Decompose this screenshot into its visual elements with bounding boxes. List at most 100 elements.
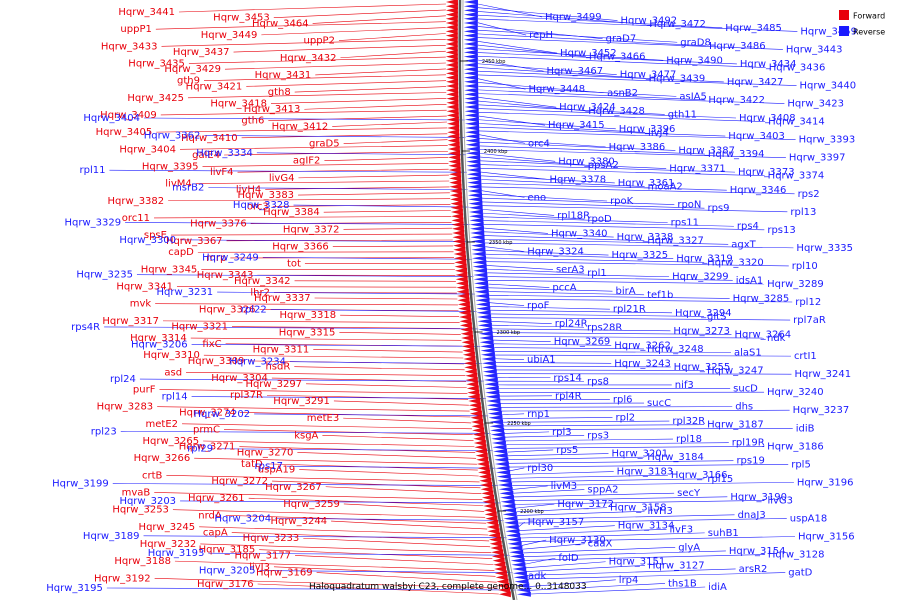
reverse-feature-arrow (470, 230, 485, 236)
reverse-connector (479, 145, 705, 155)
forward-gene-label: gth8 (268, 87, 291, 98)
forward-gene-label: Hqrw_3376 (190, 219, 247, 230)
forward-gene-label: capD (168, 247, 194, 258)
forward-connector (338, 33, 446, 41)
forward-feature-arrow (445, 15, 458, 22)
reverse-connector (518, 518, 787, 524)
reverse-gene-label: Hqrw_3424 (559, 102, 616, 113)
reverse-gene-label: graD8 (680, 37, 711, 48)
forward-connector (195, 180, 450, 184)
reverse-connector (286, 465, 496, 469)
reverse-gene-label: rpl30 (527, 463, 553, 474)
reverse-gene-label: Hqrw_3452 (560, 48, 617, 59)
reverse-gene-label: nif3 (675, 380, 694, 391)
forward-gene-label: livJ3 (249, 562, 270, 573)
forward-connector (156, 127, 448, 133)
reverse-connector (480, 175, 615, 184)
reverse-feature-arrow (491, 436, 506, 442)
reverse-connector (520, 532, 705, 539)
reverse-connector (521, 536, 796, 543)
reverse-connector (478, 111, 766, 122)
reverse-gene-label: Hqrw_3408 (739, 113, 796, 124)
reverse-gene-label: rps8 (587, 376, 609, 387)
forward-feature-arrow (482, 494, 495, 501)
reverse-connector (477, 52, 737, 65)
reverse-gene-label: rpl12 (795, 297, 821, 308)
reverse-feature-arrow (513, 574, 528, 580)
forward-gene-label: Hqrw_3413 (244, 104, 301, 115)
reverse-gene-label: rps4 (737, 221, 759, 232)
reverse-connector (489, 298, 793, 303)
forward-feature-arrow (446, 112, 459, 119)
forward-connector (343, 417, 472, 424)
reverse-gene-label: Hqrw_3373 (738, 167, 795, 178)
reverse-gene-label: ths1B (668, 578, 697, 589)
forward-gene-label: fixC (202, 339, 221, 350)
reverse-gene-label: rpl2 (615, 412, 635, 423)
reverse-connector (494, 347, 645, 350)
forward-connector (332, 245, 454, 247)
reverse-connector (526, 565, 645, 572)
forward-gene-label: Hqrw_3265 (143, 436, 200, 447)
reverse-gene-label: lrp4 (619, 575, 639, 586)
reverse-gene-label: rpl24R (555, 319, 588, 330)
reverse-feature-arrow (477, 322, 492, 328)
reverse-feature-arrow (463, 49, 478, 55)
reverse-connector (516, 507, 608, 513)
reverse-feature-arrow (474, 285, 489, 291)
forward-connector (294, 86, 447, 93)
forward-feature-arrow (462, 347, 475, 354)
forward-connector (154, 216, 452, 219)
forward-feature-arrow (460, 330, 473, 337)
reverse-gene-label: ubiA1 (527, 355, 556, 366)
reverse-gene-label: glyA (678, 542, 700, 553)
reverse-gene-label: Hqrw_3440 (800, 81, 857, 92)
forward-feature-arrow (445, 62, 458, 68)
reverse-connector (482, 205, 788, 213)
forward-connector (298, 174, 449, 179)
reverse-connector (501, 406, 733, 408)
reverse-gene-label: rps14 (553, 373, 581, 384)
forward-feature-arrow (497, 582, 510, 589)
reverse-feature-arrow (478, 327, 493, 333)
reverse-connector (492, 336, 765, 339)
forward-connector (202, 163, 449, 167)
reverse-connector (479, 130, 796, 140)
reverse-feature-arrow (464, 100, 479, 106)
forward-feature-arrow (449, 179, 462, 186)
reverse-connector (491, 321, 552, 324)
reverse-feature-arrow (463, 58, 478, 64)
reverse-feature-arrow (468, 201, 483, 207)
forward-connector (159, 389, 468, 394)
reverse-connector (502, 417, 613, 419)
forward-connector (182, 423, 472, 430)
reverse-feature-arrow (463, 54, 478, 60)
reverse-connector (519, 525, 615, 531)
reverse-connector (514, 496, 728, 501)
forward-connector (261, 27, 446, 36)
reverse-gene-label: Hqrw_3346 (730, 185, 787, 196)
forward-gene-label: Hqrw_3304 (211, 373, 268, 384)
reverse-feature-arrow (466, 159, 481, 165)
reverse-feature-arrow (484, 381, 499, 387)
reverse-feature-arrow (487, 406, 502, 412)
reverse-feature-arrow (496, 469, 511, 475)
forward-connector (170, 233, 453, 236)
forward-connector (231, 326, 461, 329)
reverse-feature-arrow (466, 171, 481, 177)
reverse-connector (477, 59, 544, 72)
forward-connector (237, 168, 449, 173)
reverse-connector (505, 435, 585, 438)
forward-feature-arrow (447, 137, 460, 144)
forward-gene-label: Hqrw_3259 (283, 499, 340, 510)
reverse-gene-label: rpl32R (672, 416, 705, 427)
forward-feature-arrow (446, 108, 459, 115)
forward-feature-arrow (454, 259, 467, 266)
reverse-feature-arrow (483, 373, 498, 379)
reverse-feature-arrow (501, 503, 516, 509)
reverse-connector (478, 93, 785, 104)
reverse-gene-label-left: Hqrw_3193 (148, 548, 205, 559)
reverse-connector (529, 579, 616, 587)
forward-feature-arrow (472, 431, 485, 438)
reverse-connector (512, 482, 794, 487)
